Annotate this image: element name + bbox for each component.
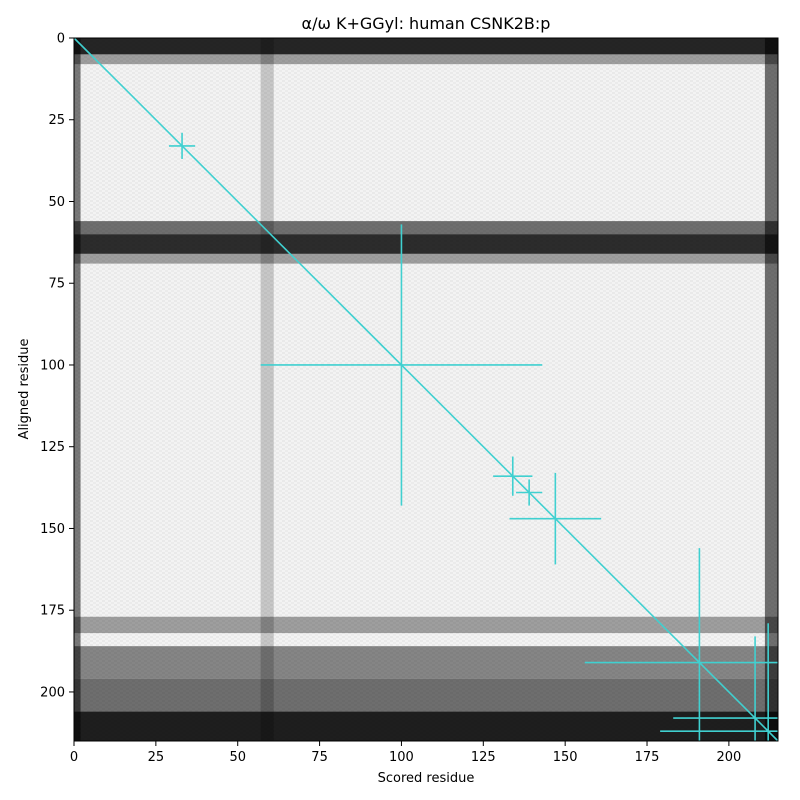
- y-tick-label: 150: [40, 522, 65, 537]
- y-tick-label: 25: [48, 113, 65, 128]
- y-tick-label: 125: [40, 440, 65, 455]
- x-tick-label: 75: [311, 750, 328, 765]
- marker-cross: [660, 623, 778, 741]
- marker-cross: [260, 224, 543, 506]
- marker-cross: [516, 479, 543, 506]
- x-tick-label: 150: [553, 750, 578, 765]
- y-axis-title: Aligned residue: [17, 339, 32, 440]
- x-tick-label: 125: [471, 750, 496, 765]
- marker-cross: [509, 472, 602, 565]
- y-tick-label: 100: [40, 358, 65, 373]
- y-tick-label: 50: [48, 195, 65, 210]
- plot-frame: [73, 37, 779, 742]
- x-tick-label: 50: [229, 750, 246, 765]
- diagonal-line-group: [73, 37, 779, 742]
- x-tick-label: 175: [635, 750, 660, 765]
- marker-cross: [584, 548, 778, 741]
- y-axis: 0 25 50 75 100 125 150 175 200: [40, 32, 74, 700]
- marker-cross: [673, 636, 778, 741]
- x-tick-label: 25: [148, 750, 165, 765]
- diagonal-line: [73, 37, 779, 742]
- x-tick-label: 100: [389, 750, 414, 765]
- marker-cross: [493, 456, 533, 496]
- y-tick-label: 200: [40, 685, 65, 700]
- chart-title: α/ω K+GGyl: human CSNK2B:p: [302, 14, 551, 33]
- y-tick-label: 75: [48, 277, 65, 292]
- y-tick-label: 0: [57, 32, 65, 47]
- x-axis: 0 25 50 75 100 125 150 175 200: [70, 741, 741, 765]
- marker-cross: [168, 132, 196, 159]
- marker-group: [168, 132, 778, 741]
- y-tick-label: 175: [40, 604, 65, 619]
- x-axis-title: Scored residue: [378, 771, 475, 786]
- x-tick-label: 0: [70, 750, 78, 765]
- x-tick-label: 200: [716, 750, 741, 765]
